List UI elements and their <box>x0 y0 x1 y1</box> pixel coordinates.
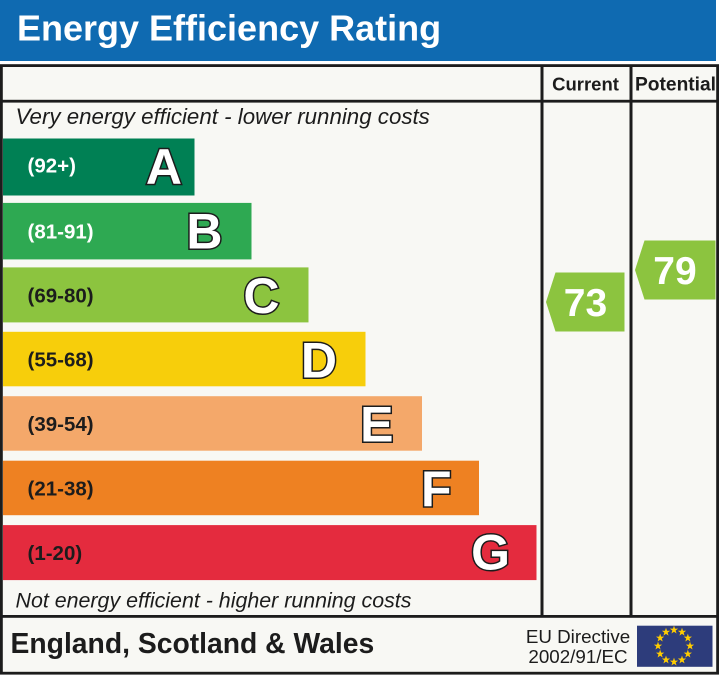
svg-text:C: C <box>243 268 279 324</box>
svg-text:(21-38): (21-38) <box>28 478 94 501</box>
svg-text:A: A <box>146 139 182 195</box>
svg-text:(55-68): (55-68) <box>28 349 94 372</box>
svg-text:EU Directive: EU Directive <box>526 626 630 647</box>
svg-text:Energy Efficiency Rating: Energy Efficiency Rating <box>17 8 441 49</box>
svg-text:(1-20): (1-20) <box>28 542 83 565</box>
svg-text:B: B <box>186 203 222 259</box>
svg-text:(39-54): (39-54) <box>28 413 94 436</box>
svg-text:E: E <box>360 397 393 453</box>
svg-text:(92+): (92+) <box>28 155 76 178</box>
svg-text:73: 73 <box>564 282 607 325</box>
svg-text:Not energy efficient - higher: Not energy efficient - higher running co… <box>16 589 412 613</box>
svg-text:Current: Current <box>552 74 619 95</box>
svg-text:(69-80): (69-80) <box>28 284 94 307</box>
svg-text:2002/91/EC: 2002/91/EC <box>528 646 627 667</box>
svg-text:England, Scotland & Wales: England, Scotland & Wales <box>11 627 375 659</box>
svg-text:F: F <box>421 461 452 517</box>
svg-text:79: 79 <box>653 250 696 293</box>
svg-text:Potential: Potential <box>635 75 716 96</box>
svg-text:Very energy efficient - lower: Very energy efficient - lower running co… <box>16 104 430 129</box>
svg-text:G: G <box>471 525 510 581</box>
svg-text:D: D <box>301 332 337 388</box>
svg-text:(81-91): (81-91) <box>28 221 94 244</box>
